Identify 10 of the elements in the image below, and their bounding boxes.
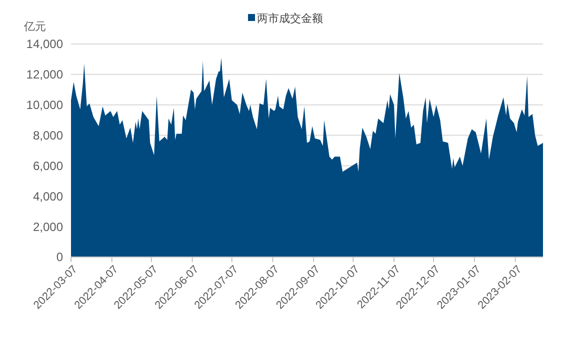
y-tick-label: 2,000: [32, 220, 64, 234]
y-tick-label: 8,000: [32, 128, 64, 142]
y-tick-label: 14,000: [26, 37, 64, 52]
y-tick-label: 4,000: [32, 189, 64, 204]
legend-label: 两市成交金额: [257, 12, 323, 25]
y-tick-label: 10,000: [26, 98, 64, 112]
y-axis-title: 亿元: [23, 21, 46, 33]
y-tick-label: 0: [56, 250, 64, 264]
y-tick-label: 12,000: [26, 68, 64, 82]
y-tick-label: 6,000: [32, 158, 64, 173]
